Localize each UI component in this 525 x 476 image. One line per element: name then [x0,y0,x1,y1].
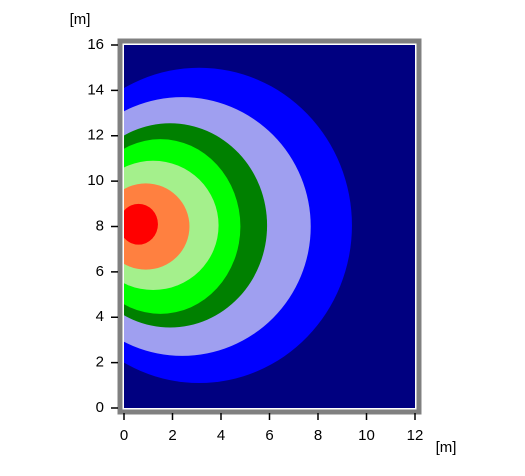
x-tick-label: 12 [407,427,424,444]
y-axis-label: [m] [70,11,91,28]
plot-area [124,45,415,408]
x-axis-label: [m] [436,439,457,456]
y-tick-label: 14 [87,81,104,98]
x-tick-label: 8 [314,427,322,444]
x-tick-label: 6 [265,427,273,444]
y-tick-label: 2 [96,354,104,371]
y-tick-label: 6 [96,263,104,280]
y-tick-label: 4 [96,308,104,325]
y-tick-label: 12 [87,127,104,144]
x-tick-label: 0 [120,427,128,444]
x-tick-label: 4 [217,427,225,444]
y-tick-label: 16 [87,36,104,53]
x-tick-label: 10 [358,427,375,444]
plot-frame [117,38,422,415]
y-tick-label: 0 [96,399,104,416]
contour-band [124,203,158,245]
y-tick-label: 10 [87,172,104,189]
y-tick-label: 8 [96,217,104,234]
x-tick-label: 2 [168,427,176,444]
